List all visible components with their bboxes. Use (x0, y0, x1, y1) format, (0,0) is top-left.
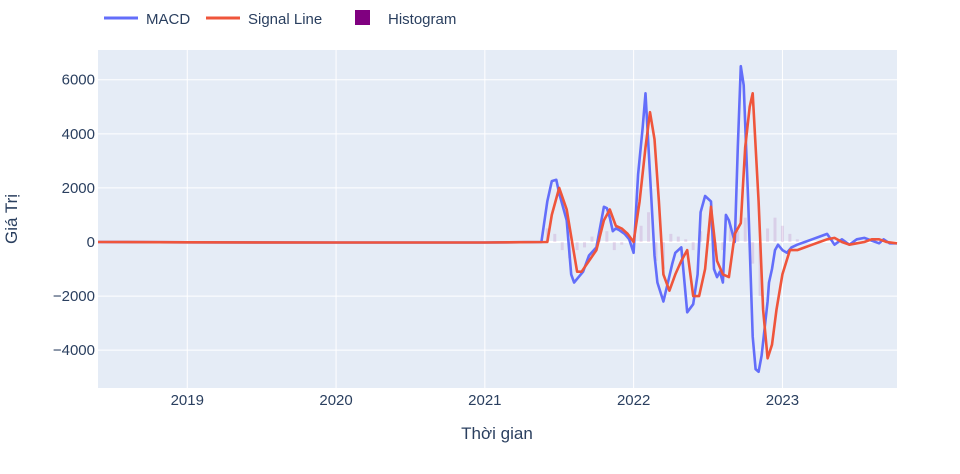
y-tick-label: 4000 (62, 126, 95, 143)
histogram-bar (620, 241, 624, 245)
histogram-bar (560, 241, 564, 251)
histogram-bar (553, 233, 557, 242)
y-tick-label: −4000 (53, 342, 95, 359)
legend-item-signal-line[interactable]: Signal Line (206, 11, 322, 28)
plot-background (98, 50, 897, 388)
y-tick-label: −2000 (53, 288, 95, 305)
histogram-bar (612, 241, 616, 251)
series-line-signal-line (97, 92, 898, 360)
histogram-bar (751, 241, 755, 264)
histogram-bar (691, 241, 695, 251)
histogram-bar (684, 239, 688, 242)
histogram-bar (590, 236, 594, 242)
x-tick-label: 2023 (766, 392, 799, 409)
y-tick-label: 2000 (62, 180, 95, 197)
histogram-bar (766, 228, 770, 242)
histogram-bar (647, 212, 651, 242)
histogram-bar (605, 231, 609, 242)
x-tick-label: 2020 (319, 392, 352, 409)
y-tick-label: 6000 (62, 72, 95, 89)
histogram-bar (736, 231, 740, 242)
histogram-bar (728, 225, 732, 242)
legend-label-histogram: Histogram (388, 11, 456, 28)
histogram-bar (583, 241, 587, 248)
histogram-bar (639, 225, 643, 242)
histogram-bar (780, 225, 784, 242)
histogram-bar (795, 239, 799, 242)
series-lines (97, 64, 898, 374)
x-axis-title: Thời gian (461, 424, 533, 443)
y-axis-title: Giá Trị (2, 194, 21, 244)
x-tick-labels: 2019 2020 2021 2022 2023 (171, 392, 800, 409)
y-tick-label: 0 (87, 234, 95, 251)
histogram-bar (743, 217, 747, 242)
histogram-bar (788, 233, 792, 242)
histogram-bar (575, 241, 579, 251)
legend[interactable]: MACD Signal Line Histogram (104, 10, 456, 28)
legend-label-signal-line: Signal Line (248, 11, 322, 28)
x-tick-label: 2021 (468, 392, 501, 409)
legend-label-macd: MACD (146, 11, 190, 28)
x-tick-label: 2019 (171, 392, 204, 409)
histogram-bar (721, 241, 725, 251)
histogram-bar (669, 233, 673, 242)
x-tick-label: 2022 (617, 392, 650, 409)
histogram-bar (654, 241, 658, 261)
histogram-bar (773, 217, 777, 242)
histogram-bar (676, 236, 680, 242)
y-tick-labels: −4000 −2000 0 2000 4000 6000 (53, 72, 95, 359)
legend-swatch-histogram (355, 10, 370, 25)
legend-item-macd[interactable]: MACD (104, 11, 190, 28)
legend-item-histogram[interactable]: Histogram (355, 10, 456, 28)
